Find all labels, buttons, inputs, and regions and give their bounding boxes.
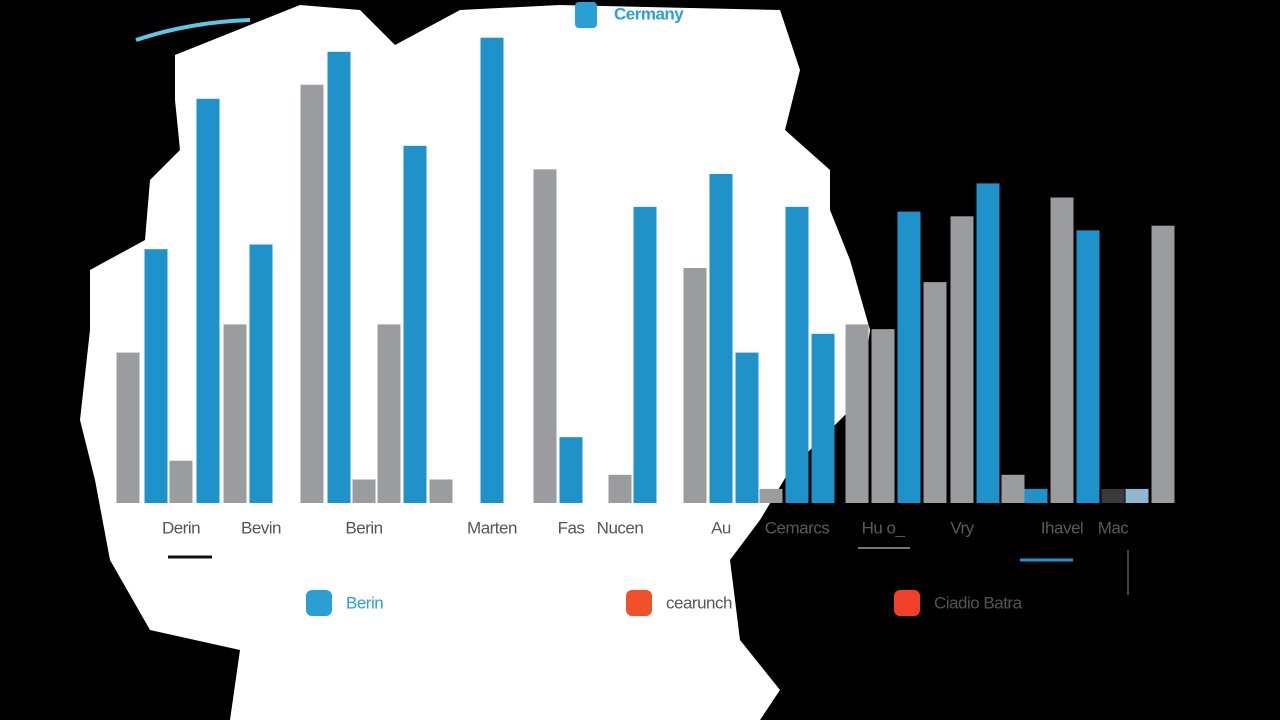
bar: [1151, 225, 1175, 503]
bar: [633, 206, 657, 503]
bar: [950, 216, 974, 504]
x-tick-label: Vry: [950, 518, 974, 537]
bar: [785, 206, 809, 503]
bar: [480, 37, 504, 503]
bar: [403, 145, 427, 504]
bar: [759, 488, 783, 503]
x-tick-label: Berin: [345, 518, 382, 537]
bar: [377, 324, 401, 503]
bar: [1001, 474, 1025, 503]
bar: [352, 479, 376, 503]
legend-swatch: [894, 590, 920, 616]
bar: [249, 244, 273, 503]
title-icon: [575, 2, 597, 28]
bar: [976, 183, 1000, 503]
bar: [1101, 488, 1125, 503]
chart-title: Cermany: [614, 4, 684, 23]
bar: [533, 169, 557, 504]
bar: [169, 460, 193, 503]
bar: [1024, 488, 1048, 503]
decor-stroke: [135, 18, 251, 42]
x-tick-label: Fas: [558, 518, 585, 537]
bar: [1125, 488, 1149, 503]
bar: [811, 333, 835, 503]
legend-label: cearunch: [666, 593, 732, 612]
x-tick-label: Cemarcs: [765, 518, 830, 537]
bar: [1076, 230, 1100, 503]
x-tick-label: Mac: [1098, 518, 1130, 537]
bar: [116, 352, 140, 503]
bar: [923, 282, 947, 503]
x-tick-label: Ihavel: [1041, 518, 1083, 537]
legend-swatch: [306, 590, 332, 616]
bar: [327, 51, 351, 504]
x-tick-label: Bevin: [241, 518, 281, 537]
bar: [709, 174, 733, 503]
legend-swatch: [626, 590, 652, 616]
bar: [144, 249, 168, 503]
x-tick-label: Nucen: [597, 518, 644, 537]
bar: [300, 84, 324, 503]
legend-label: Berin: [346, 593, 383, 612]
x-tick-label: Marten: [467, 518, 517, 537]
bar: [608, 474, 632, 503]
legend-label: Ciadio Batra: [934, 593, 1023, 612]
bar: [897, 211, 921, 503]
bar: [429, 479, 453, 503]
bar: [845, 324, 869, 503]
map-silhouette: [80, 5, 870, 720]
bar: [735, 352, 759, 503]
bar: [683, 268, 707, 503]
bar: [1050, 197, 1074, 503]
bar: [871, 329, 895, 503]
x-tick-label: Au: [711, 518, 731, 537]
x-tick-label: Hu o_: [862, 518, 906, 537]
bar: [559, 437, 583, 503]
x-tick-label: Derin: [162, 518, 200, 537]
bar: [223, 324, 247, 503]
bar: [196, 98, 220, 504]
